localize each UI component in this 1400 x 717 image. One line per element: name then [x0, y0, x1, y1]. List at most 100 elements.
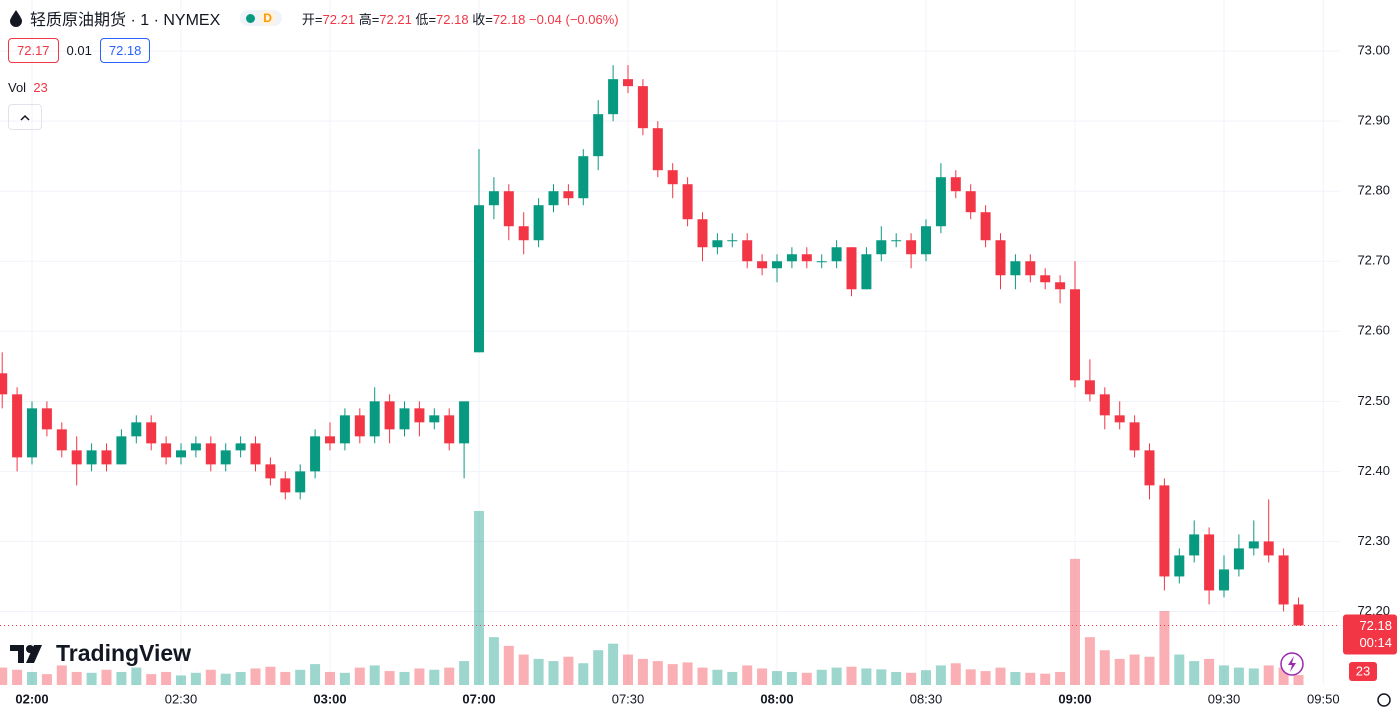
candle-body: [667, 170, 678, 185]
x-tick-label: 08:30: [910, 691, 943, 706]
candle-body: [205, 443, 216, 465]
volume-legend: Vol 23: [8, 80, 48, 95]
legend-header: 轻质原油期货 · 1 · NYMEX D 开=72.21 高=72.21 低=7…: [8, 6, 619, 30]
candle-body: [27, 408, 37, 458]
candle-body: [518, 226, 529, 241]
candle-body: [1263, 541, 1274, 556]
volume-bar: [325, 671, 335, 685]
y-tick-label: 72.90: [1357, 113, 1390, 128]
bid-button[interactable]: 72.17: [8, 38, 59, 63]
candle-body: [682, 184, 693, 220]
quote-row: 72.17 0.01 72.18: [8, 38, 151, 63]
x-tick-label: 02:30: [165, 691, 198, 706]
ohlc: 开=72.21 高=72.21 低=72.18 收=72.18 −0.04 (−…: [302, 9, 619, 28]
volume-bar: [354, 667, 365, 685]
volume-bar: [831, 667, 842, 685]
countdown-label: 00:14: [1359, 635, 1392, 650]
volume-bar: [1293, 674, 1304, 685]
volume-bar: [280, 671, 291, 685]
volume-bar: [861, 668, 872, 685]
candle-body: [906, 240, 917, 255]
chevron-icon: [20, 114, 30, 121]
symbol[interactable]: 轻质原油期货 · 1 · NYMEX: [30, 12, 221, 29]
y-tick-label: 72.20: [1357, 603, 1390, 618]
candle-body: [1070, 289, 1080, 381]
volume-bar: [161, 671, 172, 685]
volume-bar: [295, 669, 306, 685]
volume-bar: [1114, 658, 1125, 685]
candle-body: [1219, 569, 1229, 591]
ask-button[interactable]: 72.18: [99, 38, 151, 63]
candle-body: [265, 464, 276, 479]
candle-body: [980, 212, 991, 241]
candle-body: [623, 79, 633, 87]
candle-body: [786, 254, 797, 262]
volume-bar: [339, 672, 350, 685]
volume-bar: [757, 668, 768, 685]
volume-bar: [1204, 658, 1215, 685]
open-label: 开=: [301, 11, 323, 27]
candle-body: [146, 422, 157, 444]
candle-body: [41, 408, 52, 430]
volume-bar: [518, 654, 529, 685]
last-price-box: [1343, 614, 1397, 655]
volume-bar: [0, 667, 8, 685]
close-value: 72.18: [492, 11, 526, 27]
volume-bar: [265, 666, 276, 685]
candle-body: [1189, 534, 1200, 556]
volume-bar: [1174, 654, 1185, 685]
x-tick-label: 02:00: [15, 691, 48, 706]
y-tick-label: 73.00: [1357, 43, 1390, 58]
volume-bar: [488, 637, 499, 685]
volume-bar: [593, 650, 604, 685]
candle-body: [1084, 380, 1095, 395]
low-label: 低=: [415, 11, 437, 27]
candle-body: [831, 247, 842, 262]
status-dot: [246, 13, 256, 23]
volume-bar: [459, 661, 470, 685]
candle-body: [563, 191, 574, 199]
settings-icon[interactable]: [1377, 693, 1391, 707]
volume-bar: [414, 668, 425, 685]
volume-bar: [1010, 671, 1021, 685]
volume-bar: [742, 665, 753, 685]
x-tick-label: 09:00: [1058, 691, 1091, 706]
candle-body: [474, 205, 484, 353]
open-value: 72.21: [322, 11, 356, 27]
volume-bar: [846, 666, 857, 685]
volume-bar: [667, 664, 678, 685]
volume-bar: [1099, 650, 1110, 685]
volume-bar: [906, 672, 917, 685]
candle-body: [637, 86, 648, 129]
candle-body: [503, 191, 514, 227]
candle-body: [1174, 555, 1185, 577]
brand-name: TradingView: [56, 640, 192, 666]
candle-body: [816, 261, 827, 263]
volume-bar: [1278, 667, 1289, 685]
candle-body: [578, 156, 589, 199]
candle-body: [935, 177, 946, 227]
volume-bar: [1070, 558, 1080, 685]
volume-bar: [190, 672, 201, 685]
volume-bar: [41, 674, 52, 685]
candle-body: [1204, 534, 1215, 591]
candle-body: [801, 254, 812, 262]
volume-bar: [27, 671, 37, 685]
candle-body: [280, 478, 291, 493]
candle-body: [950, 177, 961, 192]
candle-body: [1159, 485, 1170, 577]
y-tick-label: 72.50: [1357, 393, 1390, 408]
candle-body: [414, 408, 425, 423]
candle-body: [1025, 261, 1036, 276]
status-pill[interactable]: D: [240, 10, 282, 26]
volume-bar: [429, 669, 440, 685]
candle-body: [131, 422, 142, 437]
candle-body: [86, 450, 97, 465]
collapse-button[interactable]: [8, 104, 42, 130]
candle-body: [384, 401, 395, 430]
volume-bar: [1189, 661, 1200, 685]
volume-bar: [235, 671, 246, 685]
candle-body: [652, 128, 663, 171]
